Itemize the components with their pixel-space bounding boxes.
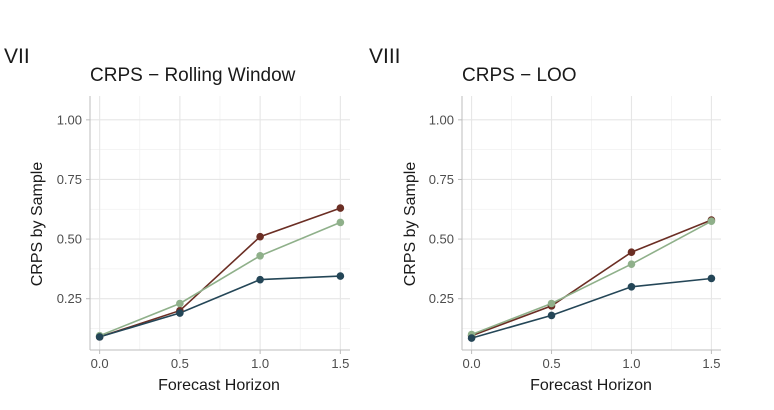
y-tick-label: 0.25 xyxy=(57,291,82,306)
panel-viii: VIII CRPS − LOO 0.25 0.50 0.75 1.00 0.0 0.5 1.… xyxy=(369,45,721,394)
data-point xyxy=(627,248,636,257)
chart-title: CRPS − Rolling Window xyxy=(90,65,296,86)
x-tick-label: 1.5 xyxy=(702,356,720,371)
panel-tag: VIII xyxy=(369,45,401,68)
y-tick-label: 1.00 xyxy=(57,112,82,127)
y-axis-title: CRPS by Sample xyxy=(402,162,419,287)
x-tick-label: 0.5 xyxy=(171,356,189,371)
ticks: 0.25 0.50 0.75 1.00 0.0 0.5 1.0 1.5 xyxy=(57,112,350,371)
data-point xyxy=(95,333,104,341)
data-point xyxy=(256,275,264,284)
axes xyxy=(89,96,350,351)
chart-title: CRPS − LOO xyxy=(462,65,577,86)
y-axis-title: CRPS by Sample xyxy=(29,162,46,287)
ticks: 0.25 0.50 0.75 1.00 0.0 0.5 1.0 1.5 xyxy=(429,112,721,371)
x-tick-label: 1.0 xyxy=(622,356,640,371)
data-point xyxy=(336,218,345,227)
y-tick-label: 0.75 xyxy=(429,172,454,187)
data-point xyxy=(256,232,264,241)
series-line xyxy=(99,275,341,338)
x-tick-label: 0.0 xyxy=(91,356,109,371)
series-line xyxy=(471,219,712,337)
data-point xyxy=(176,299,184,308)
data-point xyxy=(707,274,716,283)
x-tick-label: 0.5 xyxy=(542,356,560,371)
y-tick-label: 1.00 xyxy=(429,112,454,127)
x-tick-label: 1.0 xyxy=(251,356,269,371)
y-tick-label: 0.25 xyxy=(429,291,454,306)
data-point xyxy=(627,260,636,268)
data-point xyxy=(467,334,476,342)
data-point xyxy=(707,217,716,226)
data-point xyxy=(176,309,184,317)
x-axis-title: Forecast Horizon xyxy=(158,377,280,394)
y-tick-label: 0.75 xyxy=(57,172,82,187)
plot-marks xyxy=(467,216,716,342)
data-point xyxy=(256,251,264,260)
series-line xyxy=(471,277,712,339)
y-tick-label: 0.50 xyxy=(429,232,454,247)
data-point xyxy=(547,299,556,308)
panel-vii: VII CRPS − Rolling Window 0.25 0.50 0.75 1.… xyxy=(4,45,350,394)
data-point xyxy=(336,204,345,212)
x-axis-title: Forecast Horizon xyxy=(530,377,652,394)
x-tick-label: 0.0 xyxy=(463,356,481,371)
data-point xyxy=(547,311,556,320)
series-line xyxy=(99,207,341,338)
data-point xyxy=(336,272,345,280)
plot-marks xyxy=(95,204,345,341)
y-tick-label: 0.50 xyxy=(57,232,82,247)
series-line xyxy=(99,221,341,337)
x-tick-label: 1.5 xyxy=(331,356,349,371)
grid xyxy=(90,96,350,350)
series-line xyxy=(471,220,712,336)
panel-tag: VII xyxy=(4,45,30,68)
axes xyxy=(461,96,721,351)
data-point xyxy=(627,282,636,291)
grid xyxy=(462,96,721,350)
